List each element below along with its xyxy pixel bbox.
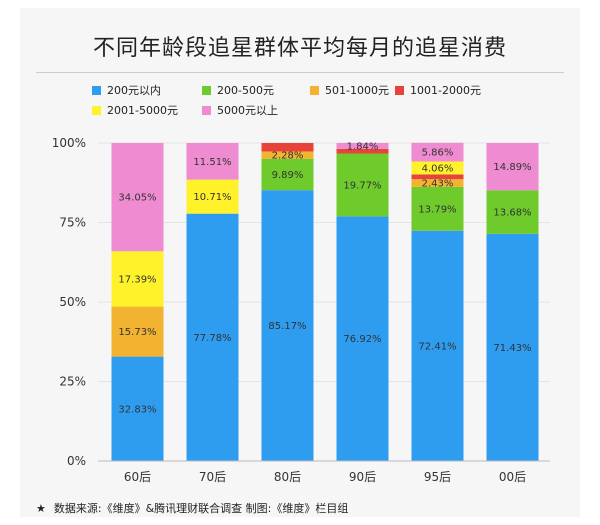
bar-segment [261, 143, 314, 152]
bar-segment [111, 143, 164, 252]
bar-segment [261, 190, 314, 461]
bar-segment [111, 251, 164, 307]
x-tick-label: 90后 [349, 470, 376, 484]
data-label: 71.43% [493, 343, 531, 354]
data-label: 72.41% [418, 341, 456, 352]
bar-segment [336, 148, 389, 154]
x-tick-label: 95后 [424, 470, 451, 484]
data-label: 2.28% [272, 151, 304, 162]
bar-segment [261, 151, 314, 159]
footnote: ★ 数据来源:《维度》&腾讯理财联合调查 制图:《维度》栏目组 [36, 500, 348, 516]
data-label: 34.05% [118, 193, 156, 204]
data-label: 9.89% [272, 170, 304, 181]
title-divider [36, 72, 564, 73]
y-tick-label: 25% [59, 375, 86, 389]
bar-segment [486, 233, 539, 461]
chart-title: 不同年龄段追星群体平均每月的追星消费 [92, 36, 507, 61]
bar-segment [336, 216, 389, 461]
legend-label: 5000元以上 [217, 104, 278, 117]
bar-segment [186, 213, 239, 461]
bar-segment [411, 161, 464, 175]
y-tick-label: 0% [67, 454, 86, 468]
legend-label: 200-500元 [217, 84, 274, 97]
footnote-text: 数据来源:《维度》&腾讯理财联合调查 制图:《维度》栏目组 [53, 502, 349, 515]
data-label: 11.51% [193, 157, 231, 168]
bar-segment [111, 356, 164, 461]
data-label: 85.17% [268, 321, 306, 332]
bar-segment [411, 230, 464, 461]
bar-segment [186, 179, 239, 214]
data-label: 15.73% [118, 327, 156, 338]
bar-segment [261, 158, 314, 191]
bar-segment [111, 306, 164, 357]
x-tick-label: 70后 [199, 470, 226, 484]
data-label: 1.84% [347, 141, 379, 152]
y-tick-label: 100% [52, 136, 86, 150]
data-label: 10.71% [193, 192, 231, 203]
bar-segment [186, 143, 239, 180]
legend-label: 501-1000元 [325, 84, 389, 97]
data-label: 13.68% [493, 208, 531, 219]
legend-swatch [92, 106, 101, 115]
footnote-star-icon: ★ [36, 502, 46, 515]
data-label: 19.77% [343, 180, 381, 191]
data-label: 5.86% [422, 148, 454, 159]
legend-swatch [202, 106, 211, 115]
stacked-bar-chart: 200元以内 200-500元 501-1000元 1001-2000元 2001-50… [52, 83, 550, 484]
bar-segment [411, 142, 464, 162]
chart-card: 不同年龄段追星群体平均每月的追星消费 200元以内 200-500元 501-100… [20, 8, 580, 517]
bar-segment [411, 174, 464, 180]
data-label: 76.92% [343, 334, 381, 345]
data-label: 77.78% [193, 333, 231, 344]
data-label: 2.43% [422, 179, 454, 190]
legend-swatch [92, 86, 101, 95]
bar-segment [486, 143, 539, 191]
bar-segment [336, 153, 389, 217]
x-tick-label: 80后 [274, 470, 301, 484]
legend-swatch [202, 86, 211, 95]
legend-label: 1001-2000元 [410, 84, 481, 97]
bar-segment [336, 143, 389, 149]
data-label: 13.79% [418, 204, 456, 215]
bar-segment [411, 179, 464, 187]
x-tick-label: 00后 [499, 470, 526, 484]
y-tick-label: 50% [59, 295, 86, 309]
legend-swatch [395, 86, 404, 95]
legend-label: 2001-5000元 [107, 104, 178, 117]
x-tick-label: 60后 [124, 470, 151, 484]
data-label: 32.83% [118, 404, 156, 415]
data-label: 17.39% [118, 274, 156, 285]
y-tick-label: 75% [59, 216, 86, 230]
data-label: 14.89% [493, 162, 531, 173]
legend-label: 200元以内 [107, 83, 161, 97]
bar-segment [486, 190, 539, 234]
bar-segment [411, 186, 464, 231]
legend-swatch [310, 86, 319, 95]
data-label: 4.06% [422, 163, 454, 174]
